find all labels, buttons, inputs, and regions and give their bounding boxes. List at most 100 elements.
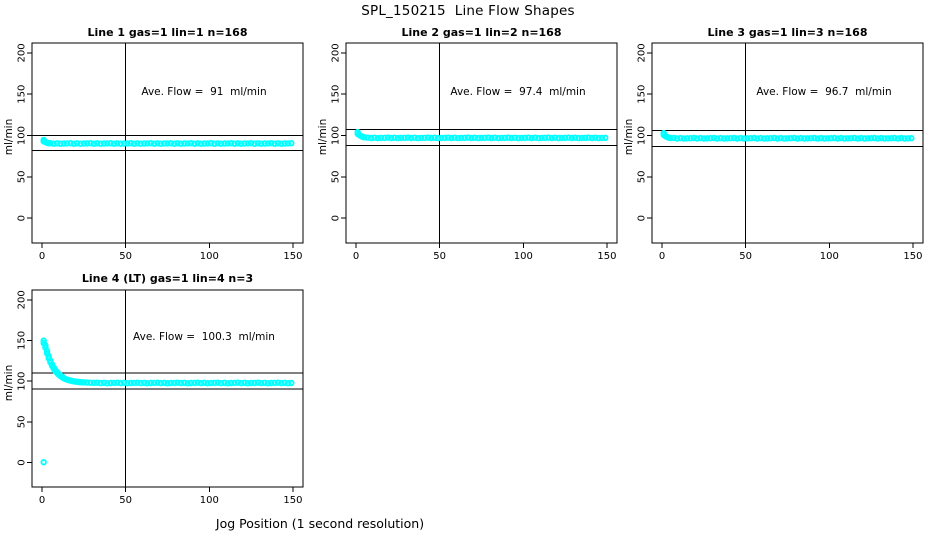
data-point (221, 140, 228, 147)
data-point (164, 380, 171, 387)
data-point (878, 134, 885, 142)
data-point (831, 134, 838, 142)
x-tick-label: 0 (39, 251, 45, 262)
data-point (451, 134, 458, 141)
data-point (234, 140, 241, 147)
data-point (247, 139, 255, 147)
data-point (683, 135, 691, 142)
data-point (707, 134, 714, 142)
data-point (107, 139, 114, 147)
data-point (93, 379, 101, 386)
data-point (274, 140, 282, 147)
data-point (901, 135, 908, 142)
x-tick-label: 50 (739, 251, 752, 262)
x-tick-label: 0 (353, 251, 359, 262)
data-point (224, 380, 231, 387)
x-tick-label: 100 (200, 251, 219, 262)
x-tick-label: 150 (903, 251, 922, 262)
data-point (481, 134, 488, 141)
y-axis-title-line-4: ml/min (3, 364, 15, 402)
data-point (687, 134, 694, 142)
data-point (670, 134, 677, 142)
data-point (268, 379, 275, 387)
data-point (130, 140, 138, 147)
data-point (221, 379, 228, 386)
data-point (117, 140, 124, 147)
data-series (660, 129, 915, 142)
data-point (214, 140, 221, 147)
data-point (187, 139, 195, 147)
data-point (888, 134, 895, 142)
data-point (851, 134, 858, 142)
data-point (561, 134, 569, 141)
plot-box (345, 42, 618, 244)
data-point (63, 140, 71, 147)
data-point (528, 134, 535, 142)
data-point (578, 134, 586, 142)
data-point (114, 140, 121, 147)
data-point (237, 140, 245, 147)
y-tick-label: 50 (637, 171, 648, 184)
data-point (511, 134, 519, 141)
data-point (120, 379, 128, 386)
data-point (847, 134, 855, 142)
x-tick-label: 150 (597, 251, 616, 262)
data-point (904, 135, 912, 142)
y-tick-label: 200 (17, 43, 28, 62)
data-point (211, 379, 218, 387)
data-point (864, 135, 871, 142)
data-point (100, 379, 108, 386)
data-point (204, 140, 211, 147)
y-tick-label: 0 (331, 215, 342, 221)
data-point (744, 135, 751, 142)
data-point (401, 134, 408, 141)
data-point (891, 134, 898, 142)
data-point (784, 135, 791, 142)
data-point (184, 380, 191, 387)
data-point (801, 135, 808, 142)
data-point (90, 140, 98, 147)
plot-box (651, 42, 924, 244)
avg-flow-annotation-line-1: Ave. Flow = 91 ml/min (141, 86, 267, 98)
plot-box (31, 42, 304, 244)
data-point (760, 135, 768, 142)
data-point (140, 140, 148, 147)
data-point (521, 134, 529, 141)
y-axis-title-line-1: ml/min (3, 118, 15, 156)
data-point (491, 134, 499, 141)
data-point (884, 135, 892, 142)
data-point (281, 140, 288, 147)
data-point (197, 379, 205, 387)
data-point (241, 140, 248, 147)
data-point (211, 140, 218, 147)
subplot-4: 0 50 100 150 0 50 100 150 200 (17, 289, 304, 506)
data-point (170, 379, 178, 387)
data-point (421, 134, 428, 141)
data-point (201, 379, 208, 386)
data-point (187, 379, 195, 387)
data-point (720, 135, 728, 142)
data-point (284, 380, 292, 387)
data-point (737, 134, 744, 142)
y-tick-label: 100 (331, 126, 342, 145)
data-point (154, 140, 161, 147)
data-point (398, 134, 405, 142)
data-point (730, 134, 738, 142)
data-point (871, 134, 878, 142)
y-tick-label: 0 (17, 459, 28, 465)
y-axis-title-line-2: ml/min (317, 118, 329, 156)
data-point (120, 140, 128, 147)
data-point (764, 135, 771, 142)
subplot-3: 0 50 100 150 0 50 100 150 200 (637, 42, 924, 262)
data-point (254, 140, 261, 147)
data-point (278, 379, 285, 387)
data-point (144, 380, 151, 387)
data-point (224, 140, 231, 147)
data-point (908, 134, 915, 142)
data-point (217, 140, 225, 147)
data-point (774, 135, 781, 142)
data-point (538, 134, 545, 142)
data-point (757, 134, 764, 142)
avg-flow-annotation-line-4: Ave. Flow = 100.3 ml/min (133, 331, 275, 343)
x-tick-label: 150 (283, 495, 302, 506)
